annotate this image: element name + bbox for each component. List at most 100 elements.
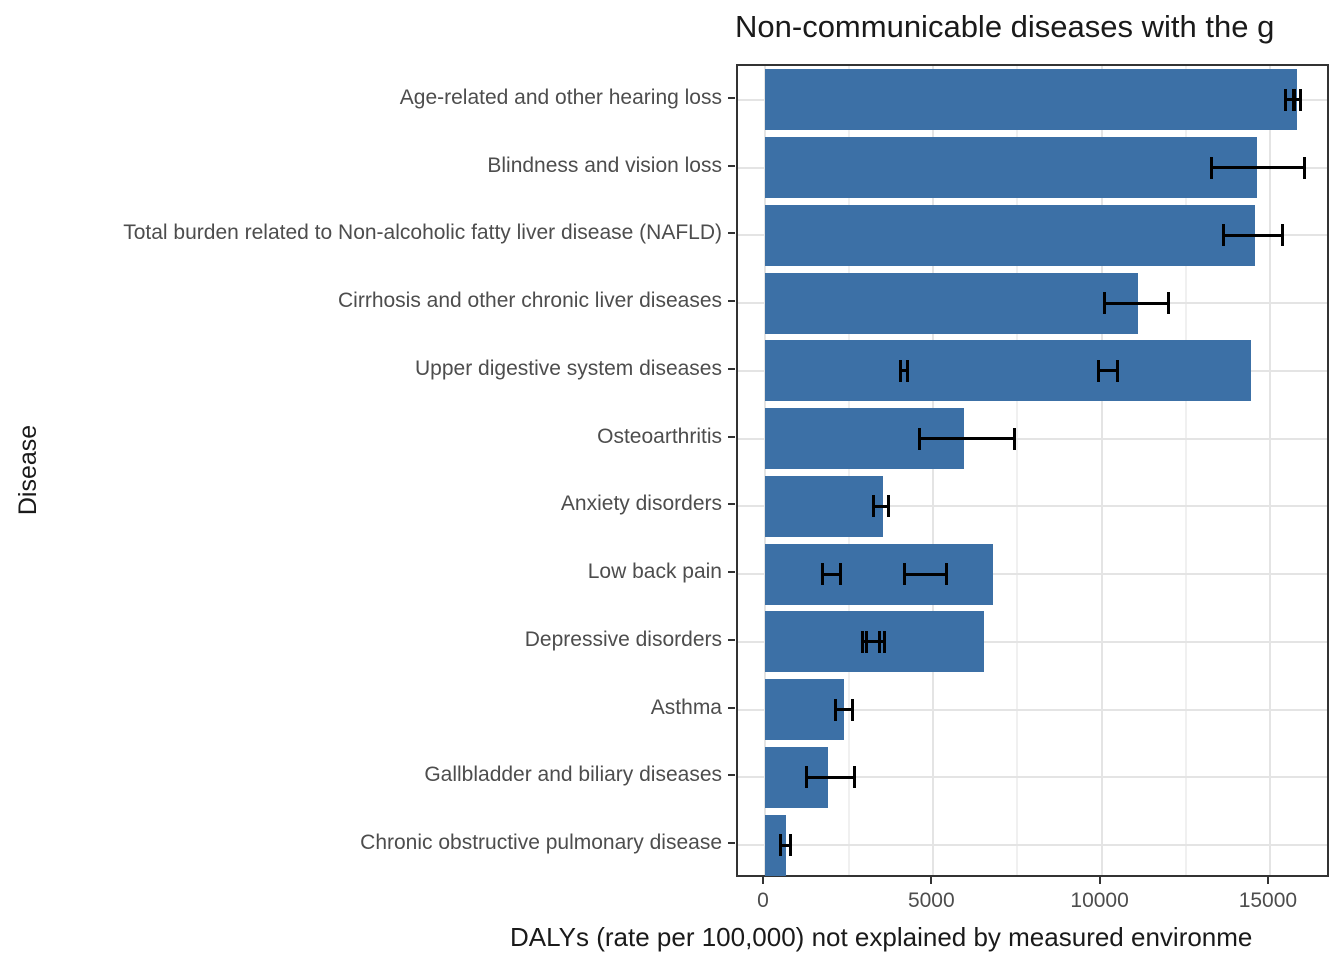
error-bar (1097, 369, 1119, 373)
y-tick-label: Chronic obstructive pulmonary disease (360, 831, 722, 855)
error-bar (1211, 166, 1305, 170)
y-tick-label: Total burden related to Non-alcoholic fa… (123, 221, 722, 245)
gridline-row (738, 505, 1327, 508)
error-bar-whisker (1210, 156, 1214, 179)
error-bar (1293, 98, 1302, 102)
error-bar-whisker (1116, 359, 1120, 382)
error-bar-whisker (1302, 156, 1306, 179)
bar (765, 475, 883, 537)
error-bar-whisker (917, 427, 921, 450)
y-tick-mark (728, 164, 735, 167)
error-bar (822, 572, 842, 576)
bar (765, 543, 993, 605)
x-tick-label: 10000 (1070, 889, 1129, 912)
gridline-major (1268, 66, 1271, 875)
y-axis-title: Disease (14, 424, 42, 516)
y-tick-label: Osteoarthritis (597, 424, 722, 448)
gridline-minor (1016, 66, 1019, 875)
error-bar-whisker (1292, 88, 1296, 111)
error-bar (1223, 233, 1283, 237)
y-tick-mark (728, 706, 735, 709)
bar (765, 340, 1251, 402)
error-bar-whisker (906, 359, 910, 382)
y-tick-mark (728, 367, 735, 370)
error-bar (903, 572, 947, 576)
gridline-minor (1184, 66, 1187, 875)
y-tick-mark (728, 842, 735, 845)
gridline-major (764, 66, 766, 875)
y-tick-mark (728, 300, 735, 303)
error-bar-whisker (898, 359, 902, 382)
bar (765, 69, 1297, 131)
gridline-major (1100, 66, 1103, 875)
y-tick-label: Blindness and vision loss (487, 153, 722, 177)
error-bar-whisker (883, 630, 887, 653)
chart-title: Non-communicable diseases with the g (735, 9, 1275, 44)
y-tick-label: Cirrhosis and other chronic liver diseas… (338, 289, 722, 313)
error-bar (1103, 301, 1169, 305)
plot-panel (736, 64, 1329, 877)
gridline-row (738, 573, 1327, 576)
error-bar-whisker (788, 834, 792, 857)
y-tick-label: Low back pain (587, 560, 722, 584)
bar (765, 814, 786, 876)
error-bar-whisker (902, 563, 906, 586)
x-tick-label: 5000 (907, 889, 955, 912)
error-bar-whisker (1166, 292, 1170, 315)
x-tick-mark (1266, 877, 1269, 884)
y-tick-mark (728, 96, 735, 99)
error-bar-whisker (860, 630, 864, 653)
gridline-row (738, 437, 1327, 440)
y-tick-mark (728, 503, 735, 506)
error-bar-whisker (833, 698, 837, 721)
error-bar (865, 640, 886, 644)
y-tick-mark (728, 571, 735, 574)
bar (765, 679, 845, 741)
error-bar (918, 437, 1016, 441)
bar (765, 137, 1258, 199)
error-bar (1285, 98, 1294, 102)
x-tick-label: 0 (757, 889, 769, 912)
bar (765, 272, 1138, 334)
error-bar-whisker (805, 766, 809, 789)
error-bar-whisker (944, 563, 948, 586)
y-tick-mark (728, 774, 735, 777)
error-bar (872, 504, 889, 508)
bar (765, 204, 1256, 266)
error-bar-whisker (1280, 224, 1284, 247)
x-tick-mark (930, 877, 933, 884)
error-bar-whisker (1096, 359, 1100, 382)
error-bar (899, 369, 909, 373)
error-bar-whisker (1222, 224, 1226, 247)
error-bar-whisker (839, 563, 843, 586)
y-tick-mark (728, 232, 735, 235)
x-tick-mark (762, 877, 764, 884)
x-tick-label: 15000 (1238, 889, 1298, 912)
error-bar (806, 775, 856, 779)
error-bar-whisker (778, 834, 782, 857)
y-tick-label: Upper digestive system diseases (415, 356, 722, 380)
x-tick-mark (1098, 877, 1101, 884)
y-tick-mark (728, 435, 735, 438)
y-tick-mark (728, 638, 735, 641)
y-tick-label: Age-related and other hearing loss (399, 85, 722, 109)
gridline-major (932, 66, 935, 875)
gridline-row (738, 640, 1327, 643)
error-bar-whisker (871, 495, 875, 518)
gridline-minor (848, 66, 851, 875)
y-tick-label: Anxiety disorders (560, 492, 722, 516)
gridline-row (738, 844, 1327, 847)
error-bar-whisker (853, 766, 857, 789)
error-bar-whisker (886, 495, 890, 518)
error-bar (779, 843, 791, 847)
y-tick-label: Asthma (650, 695, 722, 719)
error-bar-whisker (1102, 292, 1106, 315)
y-tick-label: Depressive disorders (524, 627, 722, 651)
x-axis-title: DALYs (rate per 100,000) not explained b… (510, 922, 1253, 952)
error-bar-whisker (1299, 88, 1303, 111)
error-bar-whisker (1013, 427, 1017, 450)
error-bar-whisker (864, 630, 868, 653)
error-bar-whisker (821, 563, 825, 586)
gridline-row (738, 708, 1327, 711)
